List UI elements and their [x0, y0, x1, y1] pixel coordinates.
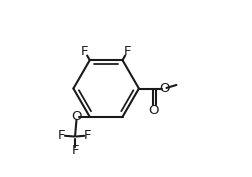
Text: F: F — [58, 129, 65, 142]
Text: F: F — [71, 144, 79, 157]
Text: O: O — [148, 104, 158, 117]
Text: F: F — [81, 45, 88, 58]
Text: O: O — [71, 110, 81, 123]
Text: O: O — [158, 82, 169, 95]
Text: F: F — [123, 45, 131, 58]
Text: F: F — [83, 129, 91, 142]
